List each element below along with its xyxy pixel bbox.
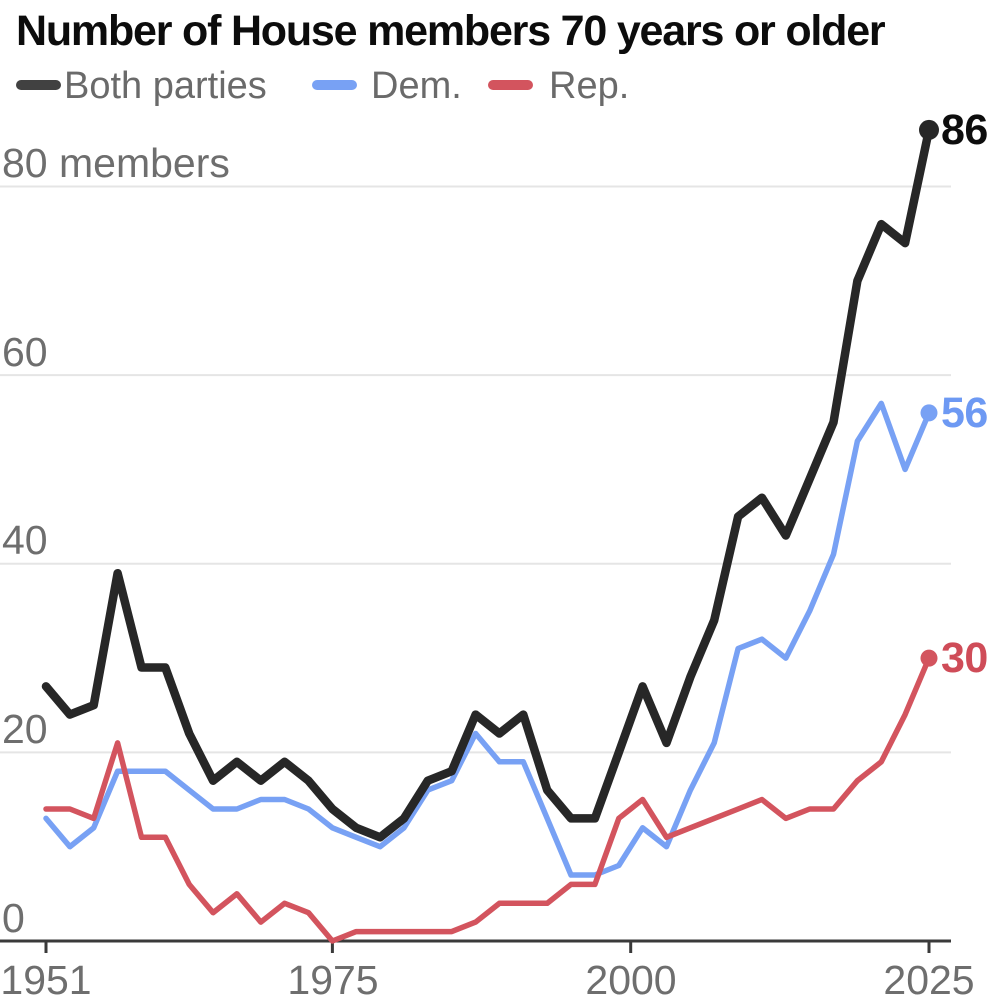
end-dot-rep: [920, 649, 938, 667]
y-axis-label-0: 0: [2, 895, 25, 941]
legend-swatch-both-parties-icon: [16, 80, 61, 90]
line-dem: [43, 400, 932, 878]
y-axis-label-60: 60: [2, 329, 48, 375]
end-dot-both-parties: [919, 119, 939, 140]
end-value-label-dem: 56: [941, 388, 988, 437]
x-axis-label-1975: 1975: [287, 957, 379, 1000]
legend-swatch-rep-icon: [488, 80, 533, 90]
x-axis-label-2025: 2025: [883, 957, 975, 1000]
x-axis-label-1951: 1951: [0, 957, 92, 1000]
legend-label-both-parties: Both parties: [64, 65, 267, 107]
legend-label-dem: Dem.: [371, 65, 462, 107]
line-rep: [43, 655, 932, 944]
chart-title: Number of House members 70 years or olde…: [16, 7, 886, 55]
y-axis-label-20: 20: [2, 706, 48, 752]
y-axis-label-80-members: 80 members: [2, 140, 230, 186]
y-axis-label-40: 40: [2, 517, 48, 563]
end-dot-dem: [920, 404, 938, 422]
legend-label-rep: Rep.: [549, 65, 630, 107]
end-value-label-rep: 30: [941, 634, 988, 683]
x-axis-label-2000: 2000: [585, 957, 677, 1000]
legend-swatch-dem-icon: [312, 80, 357, 90]
line-both-parties: [41, 125, 934, 842]
end-value-label-both-parties: 86: [941, 105, 988, 154]
